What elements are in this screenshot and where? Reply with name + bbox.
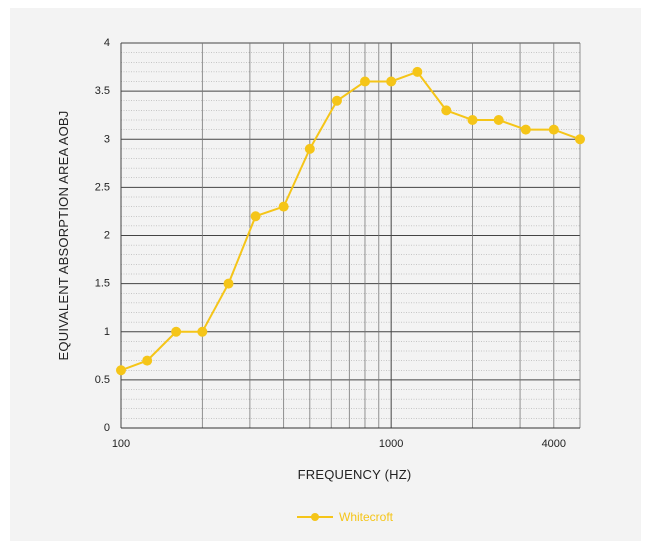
- data-point: [331, 95, 342, 106]
- data-point: [520, 124, 531, 135]
- data-point: [386, 76, 397, 87]
- x-axis-title: FREQUENCY (HZ): [298, 467, 412, 482]
- legend[interactable]: Whitecroft: [297, 510, 394, 524]
- y-tick-labels: 0 0.5 1 1.5 2 2.5 3 3.5 4: [95, 37, 110, 434]
- data-point: [223, 278, 234, 289]
- y-tick-label: 1.5: [95, 278, 110, 290]
- y-tick-label: 2: [104, 230, 110, 242]
- data-point: [171, 326, 182, 337]
- data-point: [304, 143, 315, 154]
- series-layer: [116, 66, 585, 376]
- x-tick-label: 1000: [379, 438, 403, 450]
- data-point: [142, 355, 153, 366]
- y-tick-label: 4: [104, 37, 110, 49]
- x-tick-labels: 100 1000 4000: [112, 438, 566, 450]
- legend-marker: [311, 513, 319, 521]
- data-point: [359, 76, 370, 87]
- data-point: [250, 211, 261, 222]
- chart-card: 0 0.5 1 1.5 2 2.5 3 3.5 4 100 1000 4000 FREQUENCY …: [10, 8, 641, 541]
- y-tick-label: 0.5: [95, 374, 110, 386]
- legend-label: Whitecroft: [339, 510, 394, 524]
- data-point: [548, 124, 559, 135]
- major-gridlines: [120, 42, 581, 429]
- y-axis-title: EQUIVALENT ABSORPTION AREA AOBJ: [56, 111, 71, 361]
- series-line-whitecroft: [120, 70, 581, 372]
- x-tick-label: 100: [112, 438, 130, 450]
- x-tick-label: 4000: [542, 438, 566, 450]
- y-tick-label: 3: [104, 133, 110, 145]
- chart: 0 0.5 1 1.5 2 2.5 3 3.5 4 100 1000 4000 FREQUENCY …: [56, 37, 585, 524]
- y-tick-label: 2.5: [95, 181, 110, 193]
- data-point: [441, 105, 452, 116]
- data-point: [575, 134, 585, 145]
- data-point: [467, 115, 478, 125]
- data-point: [278, 201, 289, 212]
- y-tick-label: 1: [104, 326, 110, 338]
- y-tick-label: 0: [104, 422, 110, 434]
- data-point: [412, 66, 423, 77]
- data-point: [197, 326, 208, 337]
- data-point: [493, 115, 504, 125]
- y-tick-label: 3.5: [95, 85, 110, 97]
- data-point: [116, 365, 126, 376]
